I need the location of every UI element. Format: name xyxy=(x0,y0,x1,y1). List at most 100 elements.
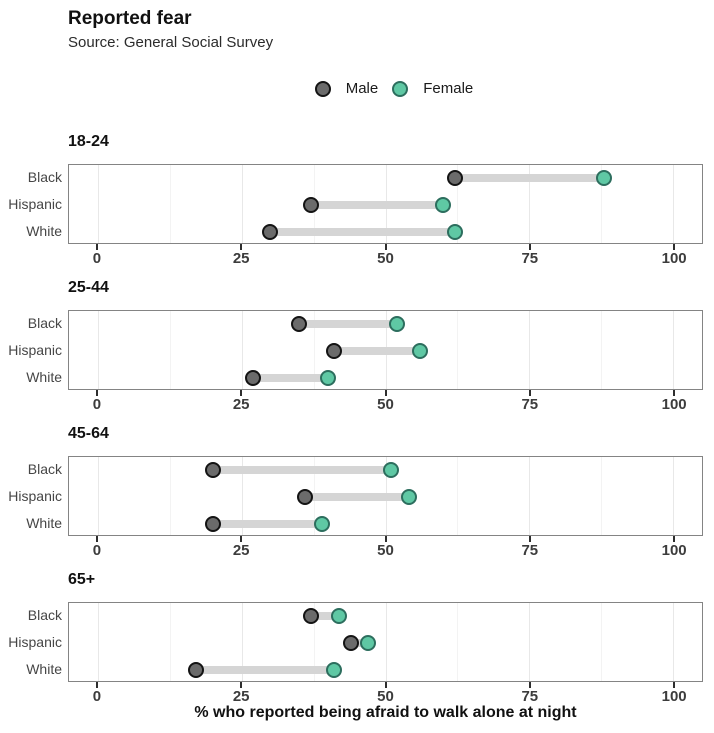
minor-gridline xyxy=(169,457,171,535)
axis-tick-mark xyxy=(95,682,98,688)
axis-tick-mark xyxy=(240,536,243,542)
axis-tick-mark xyxy=(95,536,98,542)
row-label-column: Black Hispanic White xyxy=(0,310,62,390)
x-axis-title: % who reported being afraid to walk alon… xyxy=(194,704,577,721)
axis-tick-label: 50 xyxy=(377,688,394,705)
axis-tick-label: 0 xyxy=(92,688,102,705)
minor-gridline xyxy=(169,165,171,243)
chart-subtitle: Source: General Social Survey xyxy=(68,34,274,51)
axis-tick-label: 100 xyxy=(661,396,687,413)
axis-tick-mark xyxy=(673,390,676,396)
axis-tick-mark xyxy=(528,244,531,250)
connector-bar xyxy=(212,466,392,475)
connector-bar xyxy=(299,320,397,329)
major-gridline xyxy=(673,603,675,681)
axis-tick-label: 25 xyxy=(232,542,250,559)
row-label-column: Black Hispanic White xyxy=(0,456,62,536)
axis-tick-mark xyxy=(673,244,676,250)
connector-bar xyxy=(310,201,444,209)
row-label-column: Black Hispanic White xyxy=(0,164,62,244)
facet-age-label: 25-44 xyxy=(68,279,109,296)
major-gridline xyxy=(529,165,531,243)
major-gridline xyxy=(673,165,675,243)
major-gridline xyxy=(529,457,531,535)
male-dot xyxy=(204,515,221,532)
male-dot xyxy=(302,608,319,625)
female-legend-dot xyxy=(392,80,409,97)
axis-tick-label: 25 xyxy=(232,396,250,413)
row-label-hispanic: Hispanic xyxy=(8,342,62,358)
minor-gridline xyxy=(601,603,603,681)
axis-tick-mark xyxy=(384,390,387,396)
row-label-white: White xyxy=(26,660,62,677)
major-gridline xyxy=(241,311,243,389)
minor-gridline xyxy=(313,603,315,681)
axis-tick-mark xyxy=(673,682,676,688)
female-dot xyxy=(314,515,331,532)
male-dot xyxy=(446,170,463,187)
major-gridline xyxy=(673,311,675,389)
facet-45-64: 45-64 Black Hispanic White 0 25 50 75 100 xyxy=(0,422,714,568)
row-label-white: White xyxy=(26,368,62,385)
row-label-white: White xyxy=(26,514,62,531)
connector-bar xyxy=(350,639,369,647)
major-gridline xyxy=(97,311,99,389)
major-gridline xyxy=(241,165,243,243)
x-axis: 0 25 50 75 100 xyxy=(68,682,703,714)
male-dot xyxy=(325,343,342,359)
axis-tick-label: 75 xyxy=(521,688,539,705)
facet-age-label: 18-24 xyxy=(68,133,109,150)
axis-tick-label: 0 xyxy=(92,396,102,413)
axis-tick-mark xyxy=(528,682,531,688)
connector-bar xyxy=(304,493,409,501)
axis-tick-label: 100 xyxy=(661,688,687,705)
minor-gridline xyxy=(601,165,603,243)
major-gridline xyxy=(529,311,531,389)
male-dot xyxy=(296,489,313,505)
female-dot xyxy=(446,223,463,240)
legend-item-male: Male xyxy=(314,80,379,97)
row-label-white: White xyxy=(26,222,62,239)
chart-title: Reported fear xyxy=(68,8,192,29)
row-label-hispanic: Hispanic xyxy=(8,196,62,212)
male-dot xyxy=(187,661,204,678)
female-dot xyxy=(319,369,336,386)
axis-tick-mark xyxy=(95,244,98,250)
major-gridline xyxy=(529,603,531,681)
male-dot xyxy=(245,369,262,386)
row-label-hispanic: Hispanic xyxy=(8,634,62,650)
female-dot xyxy=(360,635,377,651)
connector-bar xyxy=(270,227,455,236)
axis-tick-label: 50 xyxy=(377,542,394,559)
axis-tick-label: 25 xyxy=(232,688,250,705)
axis-tick-mark xyxy=(528,536,531,542)
x-axis: 0 25 50 75 100 xyxy=(68,536,703,568)
male-dot xyxy=(302,197,319,213)
major-gridline xyxy=(97,165,99,243)
male-legend-dot xyxy=(314,80,331,97)
facet-65+: 65+ Black Hispanic White 0 25 50 75 100 xyxy=(0,568,714,714)
row-label-black: Black xyxy=(27,461,62,478)
axis-tick-label: 50 xyxy=(377,250,394,267)
axis-tick-mark xyxy=(240,390,243,396)
major-gridline xyxy=(241,603,243,681)
major-gridline xyxy=(97,603,99,681)
row-label-column: Black Hispanic White xyxy=(0,602,62,682)
minor-gridline xyxy=(169,311,171,389)
legend-label: Female xyxy=(423,80,474,97)
row-label-black: Black xyxy=(27,315,62,332)
row-label-hispanic: Hispanic xyxy=(8,488,62,504)
axis-tick-mark xyxy=(384,244,387,250)
minor-gridline xyxy=(457,165,459,243)
axis-tick-mark xyxy=(673,536,676,542)
axis-tick-label: 100 xyxy=(661,542,687,559)
x-axis: 0 25 50 75 100 xyxy=(68,244,703,276)
legend: Male Female xyxy=(37,80,714,97)
axis-tick-mark xyxy=(240,244,243,250)
female-dot xyxy=(435,197,452,213)
female-dot xyxy=(400,489,417,505)
axis-tick-label: 0 xyxy=(92,542,102,559)
legend-label: Male xyxy=(345,80,379,97)
male-dot xyxy=(291,316,308,333)
axis-tick-label: 75 xyxy=(521,250,539,267)
